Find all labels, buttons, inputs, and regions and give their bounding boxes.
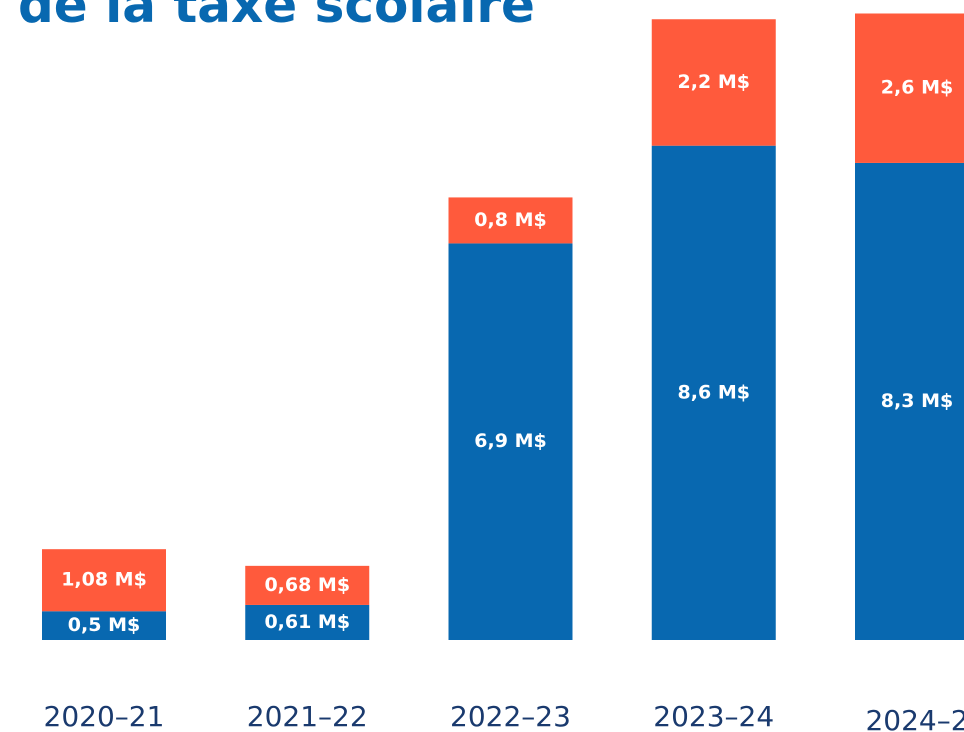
value-label: 0,5 M$ (68, 614, 140, 636)
bar-segment (855, 13, 964, 163)
bar-segment (651, 19, 776, 146)
x-tick-label: 2020–21 (44, 700, 165, 732)
bar-segment (651, 145, 776, 640)
value-label: 2,6 M$ (881, 77, 953, 99)
value-label: 8,3 M$ (881, 390, 953, 412)
x-tick-label: 2024–2 (865, 704, 964, 732)
bar-segment (42, 549, 166, 612)
x-tick-label: 2022–23 (450, 700, 571, 732)
value-label: 1,08 M$ (61, 569, 147, 591)
value-label: 0,68 M$ (264, 574, 350, 596)
bar-segment (245, 565, 370, 605)
x-tick-label: 2023–24 (653, 700, 774, 732)
bar-segment (245, 604, 370, 640)
bar-segment (42, 611, 166, 640)
value-label: 8,6 M$ (678, 381, 750, 403)
value-label: 2,2 M$ (678, 71, 750, 93)
value-label: 0,8 M$ (474, 209, 546, 231)
bar-segment (448, 243, 573, 641)
bar-segment (448, 197, 573, 244)
x-tick-label: 2021–22 (247, 700, 368, 732)
value-label: 6,9 M$ (474, 430, 546, 452)
chart-title: de la taxe scolaire (18, 0, 535, 34)
value-label: 0,61 M$ (264, 611, 350, 633)
bar-segment (855, 162, 964, 640)
